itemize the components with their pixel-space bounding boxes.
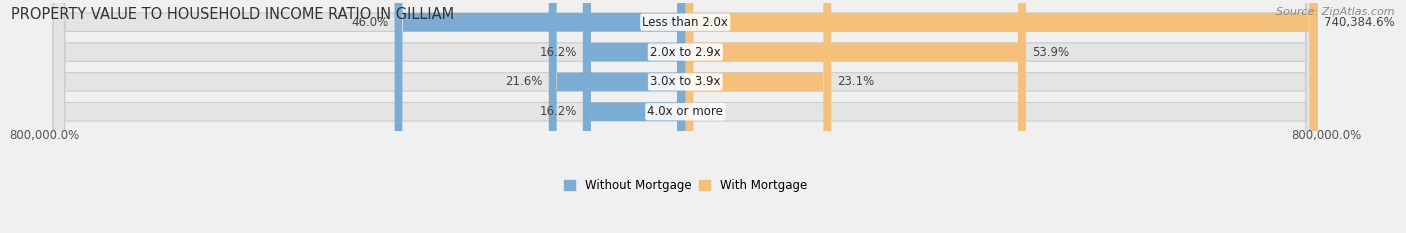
Text: 800,000.0%: 800,000.0% <box>8 129 79 142</box>
FancyBboxPatch shape <box>583 0 685 233</box>
Text: 53.9%: 53.9% <box>1032 45 1070 58</box>
Text: 3.0x to 3.9x: 3.0x to 3.9x <box>650 75 720 88</box>
Text: 2.0x to 2.9x: 2.0x to 2.9x <box>650 45 721 58</box>
FancyBboxPatch shape <box>53 0 1317 233</box>
Text: 740,384.6%: 740,384.6% <box>1323 16 1395 29</box>
Legend: Without Mortgage, With Mortgage: Without Mortgage, With Mortgage <box>564 179 807 192</box>
FancyBboxPatch shape <box>395 0 685 233</box>
FancyBboxPatch shape <box>685 0 1026 233</box>
Text: 46.0%: 46.0% <box>352 16 388 29</box>
FancyBboxPatch shape <box>583 0 685 233</box>
Text: 800,000.0%: 800,000.0% <box>1291 129 1361 142</box>
FancyBboxPatch shape <box>685 0 831 233</box>
Text: 16.2%: 16.2% <box>540 45 576 58</box>
Text: 4.0x or more: 4.0x or more <box>647 105 723 118</box>
FancyBboxPatch shape <box>53 0 1317 233</box>
Text: 16.2%: 16.2% <box>540 105 576 118</box>
Text: 23.1%: 23.1% <box>838 75 875 88</box>
FancyBboxPatch shape <box>53 0 1317 233</box>
Text: 21.6%: 21.6% <box>505 75 543 88</box>
Text: Source: ZipAtlas.com: Source: ZipAtlas.com <box>1277 7 1395 17</box>
FancyBboxPatch shape <box>53 0 1317 233</box>
Text: Less than 2.0x: Less than 2.0x <box>643 16 728 29</box>
Text: PROPERTY VALUE TO HOUSEHOLD INCOME RATIO IN GILLIAM: PROPERTY VALUE TO HOUSEHOLD INCOME RATIO… <box>11 7 454 22</box>
FancyBboxPatch shape <box>685 0 1317 233</box>
FancyBboxPatch shape <box>548 0 685 233</box>
